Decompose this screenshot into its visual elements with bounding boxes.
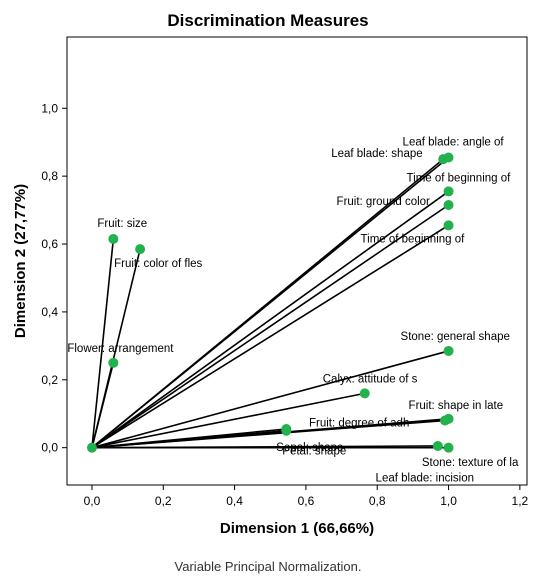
vector-line [91, 350, 449, 449]
data-point [432, 440, 443, 451]
point-label: Sepal: shape [276, 442, 343, 454]
vector-line [91, 392, 365, 449]
point-label: Fruit: color of fles [114, 258, 202, 270]
y-tick-label: 0,8 [41, 169, 58, 183]
plot-frame [66, 36, 528, 486]
point-label: Flower: arrangement [67, 343, 174, 355]
data-point [443, 220, 454, 231]
vector-line [91, 429, 287, 449]
x-axis: 0,0 0,2 0,4 0,6 0,8 1,0 1,2 [84, 485, 529, 508]
vector-lines [91, 156, 450, 449]
x-axis-title: Dimension 1 (66,66%) [220, 520, 374, 537]
chart-title: Discrimination Measures [167, 11, 368, 30]
point-label: Calyx: attitude of s [323, 373, 418, 385]
point-label: Time of beginning of [407, 172, 512, 184]
data-point [443, 186, 454, 197]
y-tick-label: 0,4 [41, 305, 58, 319]
y-tick-label: 0,2 [41, 373, 58, 387]
x-tick-label: 0,2 [155, 494, 172, 508]
point-label: Fruit: ground color [337, 196, 430, 208]
point-label: Leaf blade: shape [331, 148, 422, 160]
vector-line [91, 204, 450, 449]
data-point [108, 357, 119, 368]
vector-line [91, 190, 450, 449]
point-label: Stone: general shape [401, 331, 510, 343]
y-tick-label: 0,6 [41, 237, 58, 251]
vector-line [91, 224, 449, 449]
y-axis-title: Dimension 2 (27,77%) [12, 184, 29, 338]
point-label: Leaf blade: angle of [403, 136, 505, 148]
vector-line [91, 362, 115, 448]
data-point [86, 442, 97, 453]
data-point [443, 442, 454, 453]
y-tick-label: 0,0 [41, 441, 58, 455]
vector-line [91, 238, 115, 448]
data-point [443, 200, 454, 210]
point-label: Petal: shape [282, 446, 346, 458]
data-point [438, 154, 449, 165]
point-label: Time of beginning of [361, 233, 466, 245]
data-points [86, 152, 454, 453]
x-tick-label: 1,2 [512, 494, 529, 508]
x-tick-label: 1,0 [440, 494, 457, 508]
x-tick-label: 0,4 [226, 494, 243, 508]
y-axis: 0,0 0,2 0,4 0,6 0,8 1,0 [41, 101, 67, 455]
data-point [135, 244, 146, 255]
data-point [281, 425, 292, 436]
vector-line [91, 158, 444, 449]
y-tick-label: 1,0 [41, 101, 58, 115]
data-point [443, 345, 454, 356]
data-point [108, 233, 119, 244]
data-point [439, 415, 450, 426]
point-label: Leaf blade: incision [376, 473, 474, 485]
x-tick-label: 0,0 [84, 494, 101, 508]
footnote: Variable Principal Normalization. [175, 559, 362, 574]
point-label: Fruit: size [97, 218, 147, 230]
x-tick-label: 0,8 [369, 494, 386, 508]
x-tick-label: 0,6 [298, 494, 315, 508]
point-label: Stone: texture of la [422, 457, 519, 469]
point-label: Fruit: shape in late [409, 400, 504, 412]
point-label: Fruit: degree of adh [309, 418, 409, 430]
data-point [359, 388, 370, 399]
